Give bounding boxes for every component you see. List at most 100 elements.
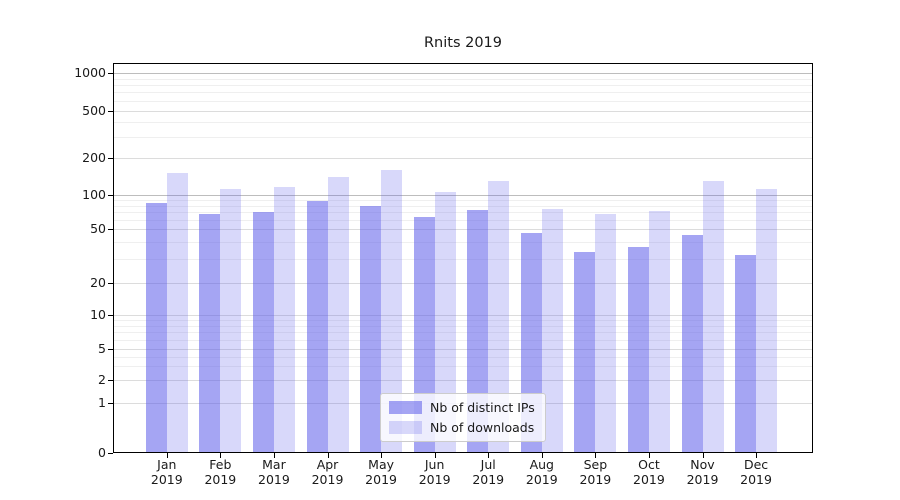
x-label-month: Apr bbox=[316, 457, 339, 472]
x-axis-label: Dec 2019 bbox=[716, 457, 796, 487]
y-axis-label: 10 bbox=[90, 307, 106, 322]
minor-gridline bbox=[114, 340, 812, 342]
minor-gridline bbox=[114, 219, 812, 221]
x-label-year: 2019 bbox=[686, 472, 719, 487]
x-label-month: Jun bbox=[424, 457, 445, 472]
minor-gridline bbox=[114, 205, 812, 207]
x-label-year: 2019 bbox=[150, 472, 183, 487]
major-gridline bbox=[114, 110, 812, 112]
bar-distinct-ips-mar bbox=[252, 212, 274, 452]
x-axis-label: Jul 2019 bbox=[448, 457, 528, 487]
x-axis-tick bbox=[167, 453, 168, 458]
legend-swatch-downloads bbox=[389, 421, 422, 434]
x-label-month: Mar bbox=[262, 457, 286, 472]
minor-gridline bbox=[114, 356, 812, 358]
x-axis-tick bbox=[381, 453, 382, 458]
y-axis-tick bbox=[108, 453, 113, 454]
bar-distinct-ips-oct bbox=[627, 246, 649, 452]
x-axis-tick bbox=[274, 453, 275, 458]
legend-item-downloads: Nb of downloads bbox=[389, 420, 535, 435]
major-gridline bbox=[114, 380, 812, 381]
minor-gridline bbox=[114, 320, 812, 322]
x-axis-label: Sep 2019 bbox=[555, 457, 635, 487]
minor-gridline bbox=[114, 136, 812, 138]
bar-downloads-mar bbox=[273, 187, 295, 452]
x-label-month: Nov bbox=[690, 457, 715, 472]
legend-item-distinct-ips: Nb of distinct IPs bbox=[389, 400, 535, 415]
bar-downloads-dec bbox=[756, 189, 778, 452]
bar-distinct-ips-may bbox=[360, 205, 382, 452]
bar-distinct-ips-jul bbox=[467, 210, 489, 452]
bar-distinct-ips-apr bbox=[306, 200, 328, 452]
x-label-year: 2019 bbox=[525, 472, 558, 487]
minor-gridline bbox=[114, 78, 812, 80]
x-label-year: 2019 bbox=[633, 472, 665, 487]
y-axis-label: 50 bbox=[90, 221, 106, 236]
x-label-month: Jul bbox=[480, 457, 496, 472]
x-label-year: 2019 bbox=[472, 472, 505, 487]
x-axis-tick bbox=[595, 453, 596, 458]
x-label-month: May bbox=[368, 457, 394, 472]
legend-label-downloads: Nb of downloads bbox=[430, 420, 535, 435]
bar-distinct-ips-dec bbox=[735, 255, 757, 452]
y-axis-tick bbox=[108, 73, 113, 74]
x-label-year: 2019 bbox=[579, 472, 612, 487]
bar-downloads-oct bbox=[648, 210, 670, 452]
x-label-year: 2019 bbox=[258, 472, 290, 487]
x-axis-label: Oct 2019 bbox=[609, 457, 689, 487]
bar-downloads-jun bbox=[434, 191, 456, 452]
x-axis-label: Jun 2019 bbox=[395, 457, 475, 487]
y-axis-tick bbox=[108, 403, 113, 404]
x-axis-label: May 2019 bbox=[341, 457, 421, 487]
x-label-year: 2019 bbox=[204, 472, 237, 487]
y-axis-tick bbox=[108, 283, 113, 284]
major-gridline bbox=[114, 194, 812, 196]
x-label-year: 2019 bbox=[311, 472, 344, 487]
x-axis-tick bbox=[756, 453, 757, 458]
y-axis-label: 2 bbox=[98, 372, 106, 387]
plot-area: Nb of distinct IPs Nb of downloads bbox=[113, 63, 813, 453]
bar-downloads-aug bbox=[541, 208, 563, 452]
x-axis-tick bbox=[488, 453, 489, 458]
bar-downloads-nov bbox=[702, 180, 724, 452]
y-axis-tick bbox=[108, 315, 113, 316]
x-label-year: 2019 bbox=[418, 472, 451, 487]
legend: Nb of distinct IPs Nb of downloads bbox=[380, 393, 546, 442]
x-label-year: 2019 bbox=[365, 472, 397, 487]
x-axis-label: Apr 2019 bbox=[288, 457, 368, 487]
minor-gridline bbox=[114, 92, 812, 94]
x-axis-label: Jan 2019 bbox=[127, 457, 207, 487]
x-axis-tick bbox=[328, 453, 329, 458]
x-label-month: Sep bbox=[583, 457, 608, 472]
y-axis-tick bbox=[108, 229, 113, 230]
x-axis-label: Aug 2019 bbox=[502, 457, 582, 487]
major-gridline bbox=[114, 283, 812, 284]
major-gridline bbox=[114, 158, 812, 159]
minor-gridline bbox=[114, 259, 812, 261]
bar-downloads-jul bbox=[488, 180, 510, 452]
minor-gridline bbox=[114, 85, 812, 87]
x-label-month: Oct bbox=[638, 457, 660, 472]
x-axis-tick bbox=[435, 453, 436, 458]
minor-gridline bbox=[114, 212, 812, 214]
x-axis-label: Nov 2019 bbox=[663, 457, 743, 487]
major-gridline bbox=[114, 73, 812, 74]
x-axis-tick bbox=[220, 453, 221, 458]
bar-downloads-feb bbox=[220, 189, 242, 452]
minor-gridline bbox=[114, 199, 812, 201]
legend-swatch-distinct-ips bbox=[389, 401, 422, 414]
minor-gridline bbox=[114, 332, 812, 334]
bar-distinct-ips-nov bbox=[681, 235, 703, 452]
x-label-year: 2019 bbox=[740, 472, 772, 487]
y-axis-tick bbox=[108, 349, 113, 350]
bar-distinct-ips-sep bbox=[574, 251, 596, 452]
y-axis-tick bbox=[108, 380, 113, 381]
y-axis-label: 20 bbox=[90, 275, 106, 290]
bar-distinct-ips-feb bbox=[199, 213, 221, 452]
minor-gridline bbox=[114, 100, 812, 102]
y-axis-label: 100 bbox=[82, 186, 106, 202]
x-label-month: Feb bbox=[209, 457, 232, 472]
x-axis-label: Feb 2019 bbox=[180, 457, 260, 487]
minor-gridline bbox=[114, 242, 812, 244]
